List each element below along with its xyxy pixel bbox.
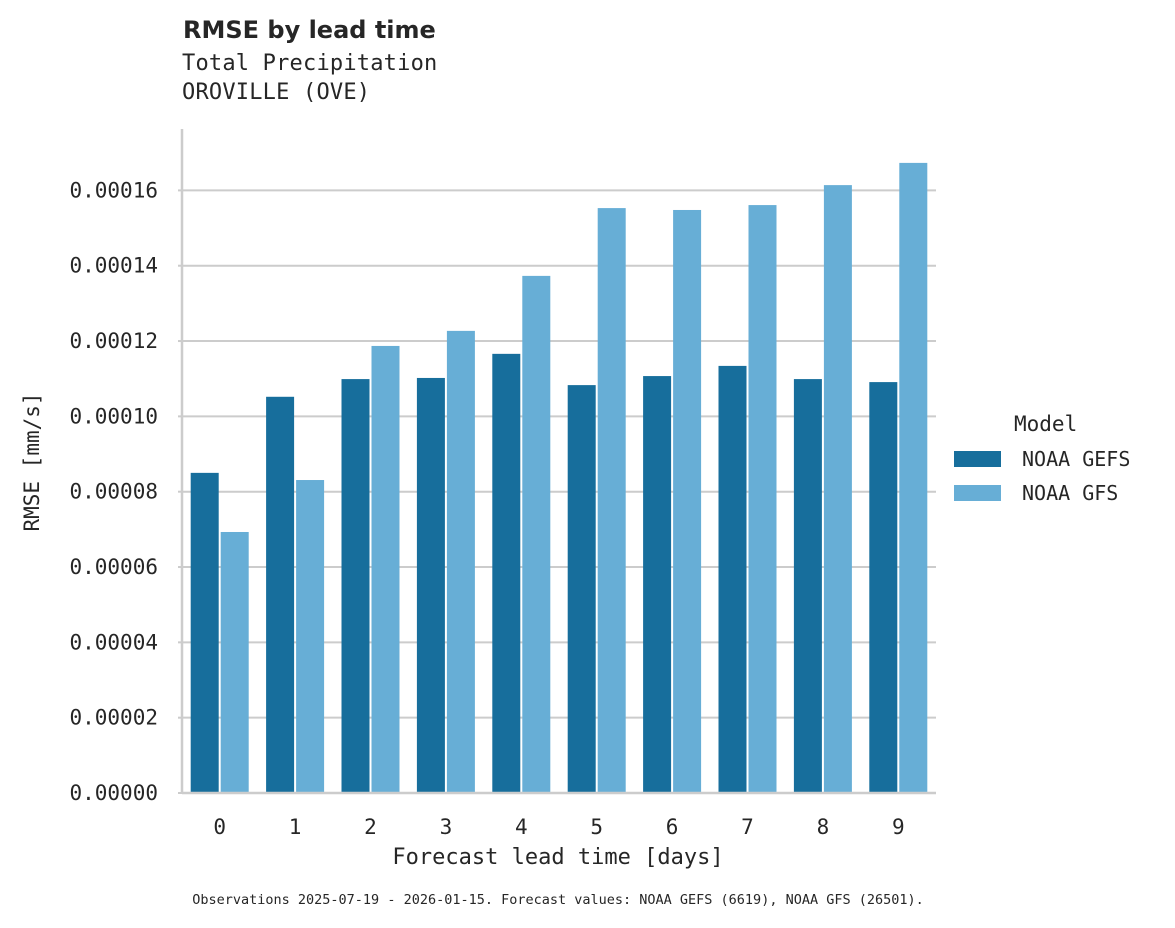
- x-tick-label: 4: [515, 815, 528, 839]
- y-tick-label: 0.00012: [69, 329, 158, 353]
- y-tick-label: 0.00000: [69, 781, 158, 805]
- x-tick-label: 0: [213, 815, 226, 839]
- bar-noaa-gefs-day-5: [567, 385, 596, 793]
- x-tick-label: 1: [289, 815, 302, 839]
- y-tick-label: 0.00010: [69, 404, 158, 428]
- x-tick-label: 5: [590, 815, 603, 839]
- y-tick-label: 0.00008: [69, 480, 158, 504]
- x-axis-ticks: 0 1 2 3 4 5 6 7 8 9: [213, 815, 904, 839]
- y-axis-ticks: 0.00000 0.00002 0.00004 0.00006 0.00008 0.000…: [69, 178, 182, 805]
- x-tick-label: 2: [364, 815, 377, 839]
- x-tick-label: 7: [741, 815, 754, 839]
- legend-item-gfs: NOAA GFS: [954, 476, 1130, 510]
- y-axis-label: RMSE [mm/s]: [20, 392, 44, 532]
- legend-label-gefs: NOAA GEFS: [1022, 447, 1131, 471]
- x-tick-label: 6: [666, 815, 679, 839]
- x-axis-label: Forecast lead time [days]: [392, 845, 724, 870]
- bar-noaa-gfs-day-5: [597, 208, 626, 793]
- bar-noaa-gefs-day-8: [793, 379, 822, 793]
- bar-noaa-gefs-day-4: [492, 353, 521, 793]
- legend-item-gefs: NOAA GEFS: [954, 442, 1130, 476]
- bar-noaa-gfs-day-9: [899, 162, 928, 793]
- y-tick-label: 0.00006: [69, 555, 158, 579]
- y-tick-label: 0.00004: [69, 630, 158, 654]
- bars: [190, 162, 928, 794]
- chart-title: RMSE by lead time: [183, 16, 436, 44]
- y-tick-label: 0.00002: [69, 706, 158, 730]
- bar-noaa-gfs-day-1: [296, 480, 325, 793]
- gridlines: [182, 189, 936, 719]
- legend-swatch-gfs: [954, 485, 1001, 501]
- bar-noaa-gefs-day-2: [341, 379, 370, 793]
- bar-noaa-gfs-day-6: [673, 209, 702, 794]
- legend-title: Model: [1014, 412, 1078, 436]
- bar-noaa-gfs-day-3: [446, 330, 475, 793]
- bar-noaa-gefs-day-3: [416, 377, 445, 793]
- legend-label-gfs: NOAA GFS: [1022, 481, 1119, 505]
- bar-noaa-gefs-day-7: [718, 365, 747, 793]
- bar-noaa-gefs-day-1: [266, 396, 295, 793]
- bar-noaa-gefs-day-6: [643, 376, 672, 793]
- chart-subtitle-station: OROVILLE (OVE): [182, 80, 371, 105]
- x-tick-label: 8: [817, 815, 830, 839]
- bar-noaa-gfs-day-7: [748, 205, 777, 793]
- x-tick-label: 9: [892, 815, 905, 839]
- bar-noaa-gfs-day-4: [522, 275, 551, 793]
- legend-swatch-gefs: [954, 451, 1001, 467]
- axes-spines: [180, 129, 936, 795]
- chart-subtitle-variable: Total Precipitation: [182, 51, 438, 76]
- y-tick-label: 0.00016: [69, 178, 158, 202]
- y-tick-label: 0.00014: [69, 254, 158, 278]
- bar-noaa-gefs-day-9: [869, 382, 898, 793]
- bar-noaa-gfs-day-2: [371, 345, 400, 793]
- legend: Model NOAA GEFS NOAA GFS: [954, 412, 1130, 510]
- x-tick-label: 3: [440, 815, 453, 839]
- bar-noaa-gfs-day-8: [823, 185, 852, 793]
- bar-noaa-gfs-day-0: [220, 531, 249, 793]
- footnote: Observations 2025-07-19 - 2026-01-15. Fo…: [192, 892, 924, 908]
- bar-noaa-gefs-day-0: [190, 472, 219, 793]
